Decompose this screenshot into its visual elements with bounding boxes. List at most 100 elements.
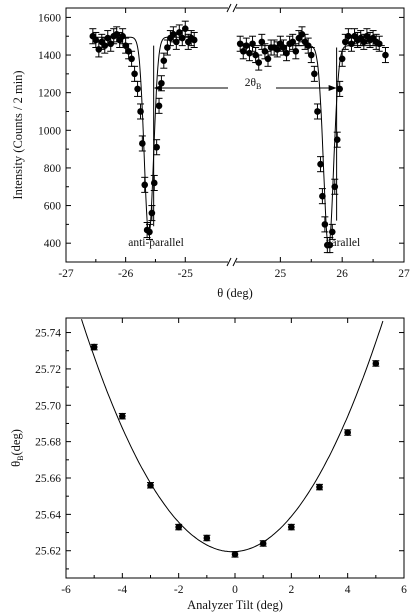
top-point <box>258 33 266 50</box>
y-tick-label: 25.72 <box>35 364 61 376</box>
top-x-axis-title: θ (deg) <box>217 286 253 300</box>
data-point <box>203 534 211 542</box>
x-tick-label: 0 <box>232 584 238 596</box>
top-point <box>310 65 318 82</box>
y-tick-label: 25.62 <box>35 546 61 558</box>
data-point <box>319 192 326 200</box>
top-x-ticks: -27 -26 -25 25 26 27 <box>58 8 410 280</box>
x-tick-label: -2 <box>174 584 184 596</box>
data-point <box>344 429 351 436</box>
data-point <box>288 523 295 531</box>
x-tick-label: 27 <box>398 268 410 280</box>
bottom-point <box>90 343 98 351</box>
x-tick-label: 4 <box>345 584 351 596</box>
y-tick-label: 1200 <box>38 88 61 100</box>
break-gap-top <box>228 5 236 11</box>
bottom-point <box>175 523 183 531</box>
top-point <box>153 139 161 156</box>
two-theta-label: 2θB <box>245 77 262 91</box>
y-tick-label: 1400 <box>38 50 61 62</box>
break-slash <box>226 3 232 13</box>
data-point <box>119 412 126 420</box>
data-point <box>311 70 318 78</box>
y-tick-label: 25.64 <box>35 509 61 521</box>
data-point <box>255 59 263 66</box>
anti-parallel-label: anti-parallel <box>128 237 184 249</box>
x-tick-label: 26 <box>336 268 348 280</box>
data-point <box>321 221 329 228</box>
top-point <box>381 47 389 64</box>
x-tick-label: -4 <box>118 584 128 596</box>
top-point <box>249 35 257 52</box>
bottom-y-axis-title: θB(deg) <box>9 429 25 467</box>
data-point <box>90 343 98 351</box>
top-point <box>181 20 189 37</box>
y-tick-label: 25.70 <box>35 400 61 412</box>
x-tick-label: -6 <box>61 584 71 596</box>
top-y-ticks: 400 600 800 1000 1200 1400 1600 <box>38 12 404 250</box>
x-tick-label: 6 <box>401 584 407 596</box>
top-point <box>307 47 315 64</box>
y-tick-label: 25.74 <box>35 328 61 340</box>
bottom-point <box>344 429 352 436</box>
data-point <box>307 51 315 59</box>
data-point <box>148 209 156 217</box>
x-tick-label: -26 <box>118 268 134 280</box>
data-point <box>128 55 135 63</box>
data-point <box>131 70 138 78</box>
data-point <box>158 79 165 87</box>
x-tick-label: 2 <box>288 584 294 596</box>
top-point <box>317 156 325 173</box>
top-point <box>292 43 300 60</box>
x-tick-label: 25 <box>275 268 287 280</box>
data-point <box>333 136 341 144</box>
y-tick-label: 600 <box>44 201 62 213</box>
data-point <box>336 85 344 93</box>
top-point <box>138 135 146 152</box>
bottom-point <box>203 534 211 542</box>
bottom-point <box>147 481 154 489</box>
data-point <box>190 36 198 44</box>
data-point <box>231 551 239 558</box>
bottom-point <box>372 360 380 367</box>
bottom-x-axis-title: Analyzer Tilt (deg) <box>187 598 283 612</box>
top-fit-curve <box>89 36 385 249</box>
y-tick-label: 25.68 <box>35 437 61 449</box>
top-point <box>190 31 198 49</box>
x-tick-label: -27 <box>58 268 74 280</box>
bottom-point <box>118 412 126 420</box>
data-point <box>181 25 189 32</box>
top-y-axis-title: Intensity (Counts / 2 min) <box>11 70 25 199</box>
y-tick-label: 1600 <box>38 12 61 24</box>
parallel-label: parallel <box>326 237 360 249</box>
top-point <box>264 50 272 67</box>
x-tick-label: -25 <box>178 268 194 280</box>
break-slash <box>226 257 232 267</box>
top-point <box>160 52 168 69</box>
bottom-chart: 25.62 25.64 25.66 25.68 25.70 25.72 25.74 -6 -4… <box>9 317 407 612</box>
y-tick-label: 25.66 <box>35 473 61 485</box>
top-point <box>321 216 329 233</box>
data-point <box>141 181 149 189</box>
bottom-point <box>287 523 295 531</box>
y-tick-label: 1000 <box>38 125 61 137</box>
top-point <box>155 97 163 114</box>
break-slash <box>232 3 238 13</box>
top-point <box>134 80 142 97</box>
bottom-plot-frame <box>65 317 405 579</box>
data-point <box>160 57 168 64</box>
top-point <box>336 80 344 97</box>
top-annotations: 2θB anti-parallel parallel <box>128 45 360 249</box>
bottom-point <box>231 551 239 558</box>
arrowhead-right <box>328 84 337 91</box>
y-tick-label: 800 <box>44 163 62 175</box>
bottom-point <box>316 483 323 491</box>
data-point <box>292 47 300 55</box>
data-point <box>382 51 389 59</box>
data-point <box>153 143 160 151</box>
top-point <box>318 188 326 205</box>
top-point <box>313 103 321 120</box>
data-point <box>259 540 267 547</box>
bottom-point <box>259 540 267 547</box>
